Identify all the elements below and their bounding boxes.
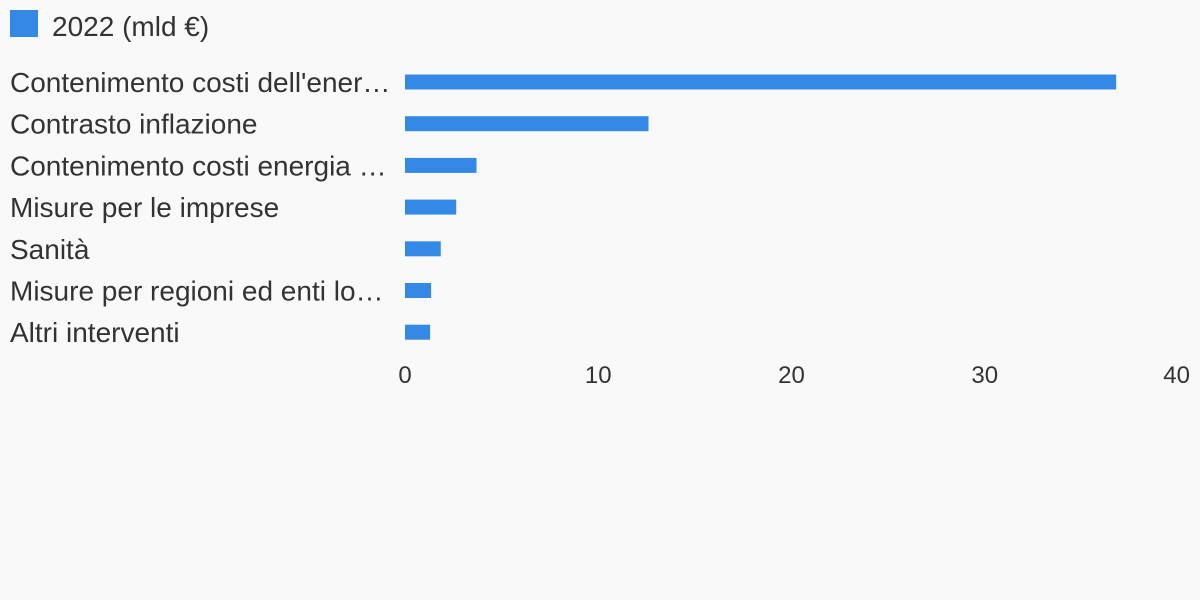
category-label: Contrasto inflazione	[10, 109, 257, 140]
bar	[405, 199, 457, 215]
bar	[405, 241, 441, 257]
category-label: Misure per regioni ed enti lo…	[10, 276, 384, 307]
x-tick-label: 40	[1163, 362, 1190, 389]
bars	[405, 74, 1117, 340]
x-tick-label: 10	[585, 362, 612, 389]
x-axis-tick-labels: 0 10 20 30 40	[398, 362, 1190, 389]
x-tick-label: 20	[778, 362, 805, 389]
category-label: Contenimento costi dell'ener…	[10, 67, 390, 98]
bar	[405, 157, 477, 173]
category-label: Sanità	[10, 234, 90, 265]
legend: 2022 (mld €)	[10, 10, 209, 42]
category-label: Altri interventi	[10, 317, 180, 348]
x-tick-label: 0	[398, 362, 411, 389]
bar	[405, 116, 649, 132]
category-label: Misure per le imprese	[10, 192, 279, 223]
category-labels: Contenimento costi dell'ener… Contrasto i…	[10, 67, 390, 348]
bar	[405, 283, 432, 298]
legend-label: 2022 (mld €)	[52, 11, 209, 42]
bar	[405, 74, 1117, 90]
x-tick-label: 30	[971, 362, 998, 389]
legend-swatch	[10, 10, 38, 37]
category-label: Contenimento costi energia …	[10, 150, 387, 181]
bar	[405, 324, 431, 340]
